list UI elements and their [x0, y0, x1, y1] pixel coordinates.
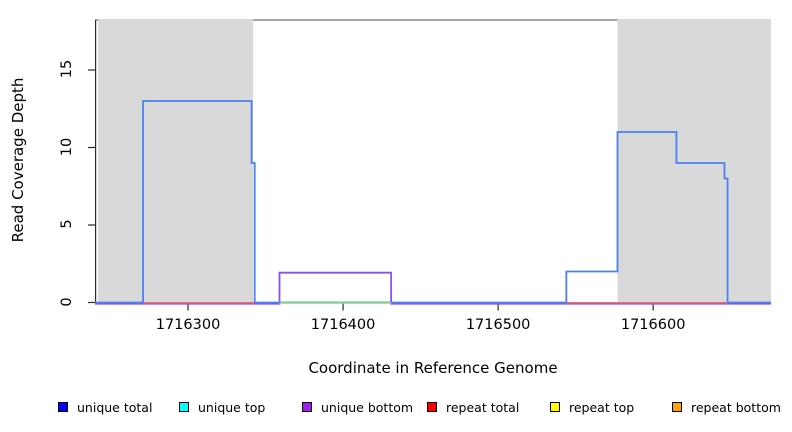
repeat-region-right	[617, 19, 771, 304]
legend-item-repeat-total: repeat total	[427, 399, 519, 415]
y-tick-label: 0	[59, 296, 75, 307]
legend-label: repeat top	[569, 399, 635, 415]
legend-swatch-icon	[672, 402, 682, 412]
series-line-unique-total	[95, 100, 771, 304]
legend-swatch-icon	[550, 402, 560, 412]
plot-legend: unique total unique top unique bottom repea…	[0, 399, 792, 417]
legend-item-repeat-bottom: repeat bottom	[672, 399, 781, 415]
legend-label: repeat total	[446, 399, 520, 415]
x-tick-label: 1716500	[465, 317, 531, 333]
legend-item-unique-top: unique top	[179, 399, 265, 415]
x-tick-label: 1716400	[310, 317, 376, 333]
y-tick-label: 15	[59, 59, 75, 79]
legend-label: unique top	[198, 399, 266, 415]
legend-swatch-icon	[179, 402, 189, 412]
y-tick-label: 5	[59, 219, 75, 229]
legend-swatch-icon	[302, 402, 312, 412]
legend-label: repeat bottom	[691, 399, 781, 415]
y-axis-title: Read Coverage Depth	[9, 77, 27, 243]
legend-swatch-icon	[58, 402, 68, 412]
x-tick-label: 1716600	[620, 317, 686, 333]
legend-item-repeat-top: repeat top	[550, 399, 634, 415]
x-tick-label: 1716300	[155, 317, 221, 333]
y-tick-label: 10	[59, 137, 75, 156]
repeat-region-left	[98, 19, 254, 304]
legend-item-unique-total: unique total	[58, 399, 152, 415]
series-line-unique-bottom	[95, 271, 771, 305]
x-axis-title: Coordinate in Reference Genome	[308, 359, 558, 377]
legend-swatch-icon	[427, 402, 437, 412]
legend-label: unique total	[77, 399, 153, 415]
legend-item-unique-bottom: unique bottom	[302, 399, 413, 415]
legend-label: unique bottom	[321, 399, 414, 415]
